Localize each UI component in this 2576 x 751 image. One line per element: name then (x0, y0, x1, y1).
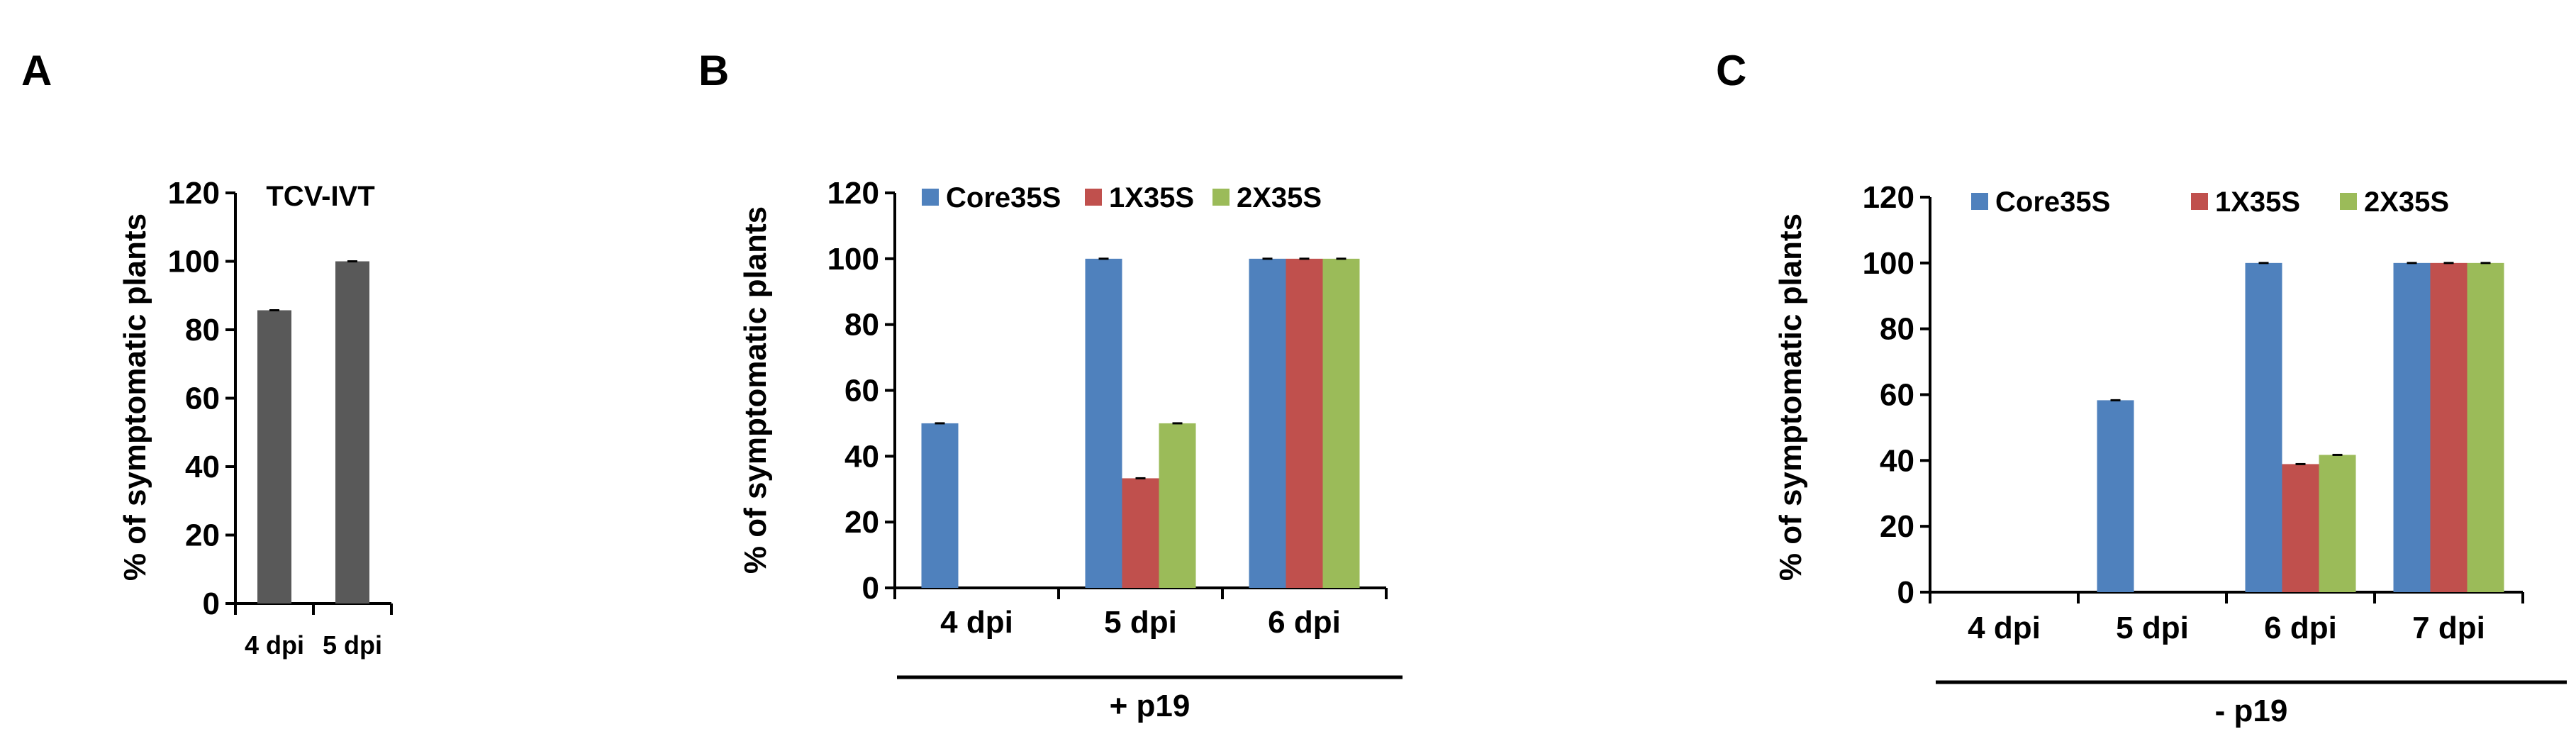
panel-letter: C (1716, 47, 1746, 94)
y-tick-label: 0 (1897, 575, 1914, 610)
y-tick-label: 20 (1880, 509, 1914, 544)
bar-core35s-5-dpi (2097, 400, 2134, 592)
x-tick-label: 5 dpi (323, 630, 382, 660)
group-label: - p19 (2215, 694, 2288, 728)
legend-swatch (1971, 193, 1988, 210)
bar-2x35s-7-dpi (2467, 262, 2504, 592)
y-tick-label: 120 (827, 176, 879, 211)
bar-2x35s-6-dpi (2319, 455, 2356, 592)
bar-core35s-6-dpi (2245, 262, 2282, 592)
y-tick-label: 120 (168, 176, 220, 211)
panel-a: A % of symptomatic plants 0 20 40 60 80 100 120 4… (21, 47, 393, 660)
bar-1x35s-6-dpi (1286, 258, 1323, 588)
y-tick-label: 40 (844, 439, 879, 474)
panel-letter: B (698, 47, 729, 94)
legend-swatch (2191, 193, 2208, 210)
y-tick-label: 20 (185, 518, 220, 553)
legend-swatch (1085, 189, 1102, 206)
y-tick-label: 0 (862, 571, 879, 606)
x-tick-label: 4 dpi (245, 630, 304, 660)
legend-label: 1X35S (1109, 182, 1194, 213)
y-tick-label: 80 (185, 313, 220, 347)
y-tick-label: 100 (168, 245, 220, 279)
legend-label: 2X35S (2364, 187, 2449, 218)
chart-annotation: TCV-IVT (266, 181, 374, 212)
x-tick-label: 6 dpi (1268, 605, 1341, 640)
bar-series-4-dpi (257, 310, 291, 603)
bar-series-5-dpi (335, 261, 369, 603)
bar-2x35s-5-dpi (1159, 423, 1196, 588)
x-tick-label: 6 dpi (2264, 611, 2337, 645)
y-tick-label: 20 (844, 505, 879, 540)
x-tick-label: 4 dpi (940, 605, 1013, 640)
y-tick-label: 80 (1880, 312, 1914, 347)
legend-label: Core35S (1995, 187, 2110, 218)
legend-label: 2X35S (1237, 182, 1322, 213)
bar-core35s-5-dpi (1085, 258, 1122, 588)
x-tick-label: 4 dpi (1968, 611, 2041, 645)
y-axis-label: % of symptomatic plants (738, 206, 773, 574)
legend-label: Core35S (946, 182, 1061, 213)
y-axis-label: % of symptomatic plants (118, 213, 152, 581)
y-tick-label: 60 (1880, 378, 1914, 413)
legend-swatch (1212, 189, 1230, 206)
panel-c: C % of symptomatic plants 0 20 40 60 80 100 120 4… (1716, 47, 2567, 728)
panel-letter: A (21, 47, 52, 94)
bar-2x35s-6-dpi (1322, 258, 1360, 588)
y-tick-label: 100 (1863, 246, 1914, 281)
bar-1x35s-5-dpi (1122, 478, 1159, 588)
bar-core35s-7-dpi (2393, 262, 2431, 592)
legend-label: 1X35S (2215, 187, 2300, 218)
y-tick-label: 60 (185, 382, 220, 416)
y-tick-label: 40 (1880, 443, 1914, 478)
group-label: + p19 (1110, 689, 1191, 723)
panel-b: B % of symptomatic plants 0 20 40 60 80 100 120 4… (698, 47, 1403, 723)
y-tick-label: 80 (844, 308, 879, 343)
y-tick-label: 60 (844, 374, 879, 408)
bar-1x35s-7-dpi (2430, 262, 2468, 592)
bar-core35s-4-dpi (921, 423, 959, 588)
legend-swatch (2340, 193, 2357, 210)
x-tick-label: 7 dpi (2412, 611, 2485, 645)
legend-swatch (922, 189, 939, 206)
y-tick-label: 120 (1863, 180, 1914, 215)
bar-core35s-6-dpi (1249, 258, 1286, 588)
x-tick-label: 5 dpi (2116, 611, 2189, 645)
y-axis-label: % of symptomatic plants (1773, 213, 1808, 581)
x-tick-label: 5 dpi (1104, 605, 1177, 640)
y-tick-label: 40 (185, 450, 220, 484)
bar-1x35s-6-dpi (2282, 464, 2319, 592)
y-tick-label: 100 (827, 242, 879, 277)
y-tick-label: 0 (203, 586, 220, 621)
